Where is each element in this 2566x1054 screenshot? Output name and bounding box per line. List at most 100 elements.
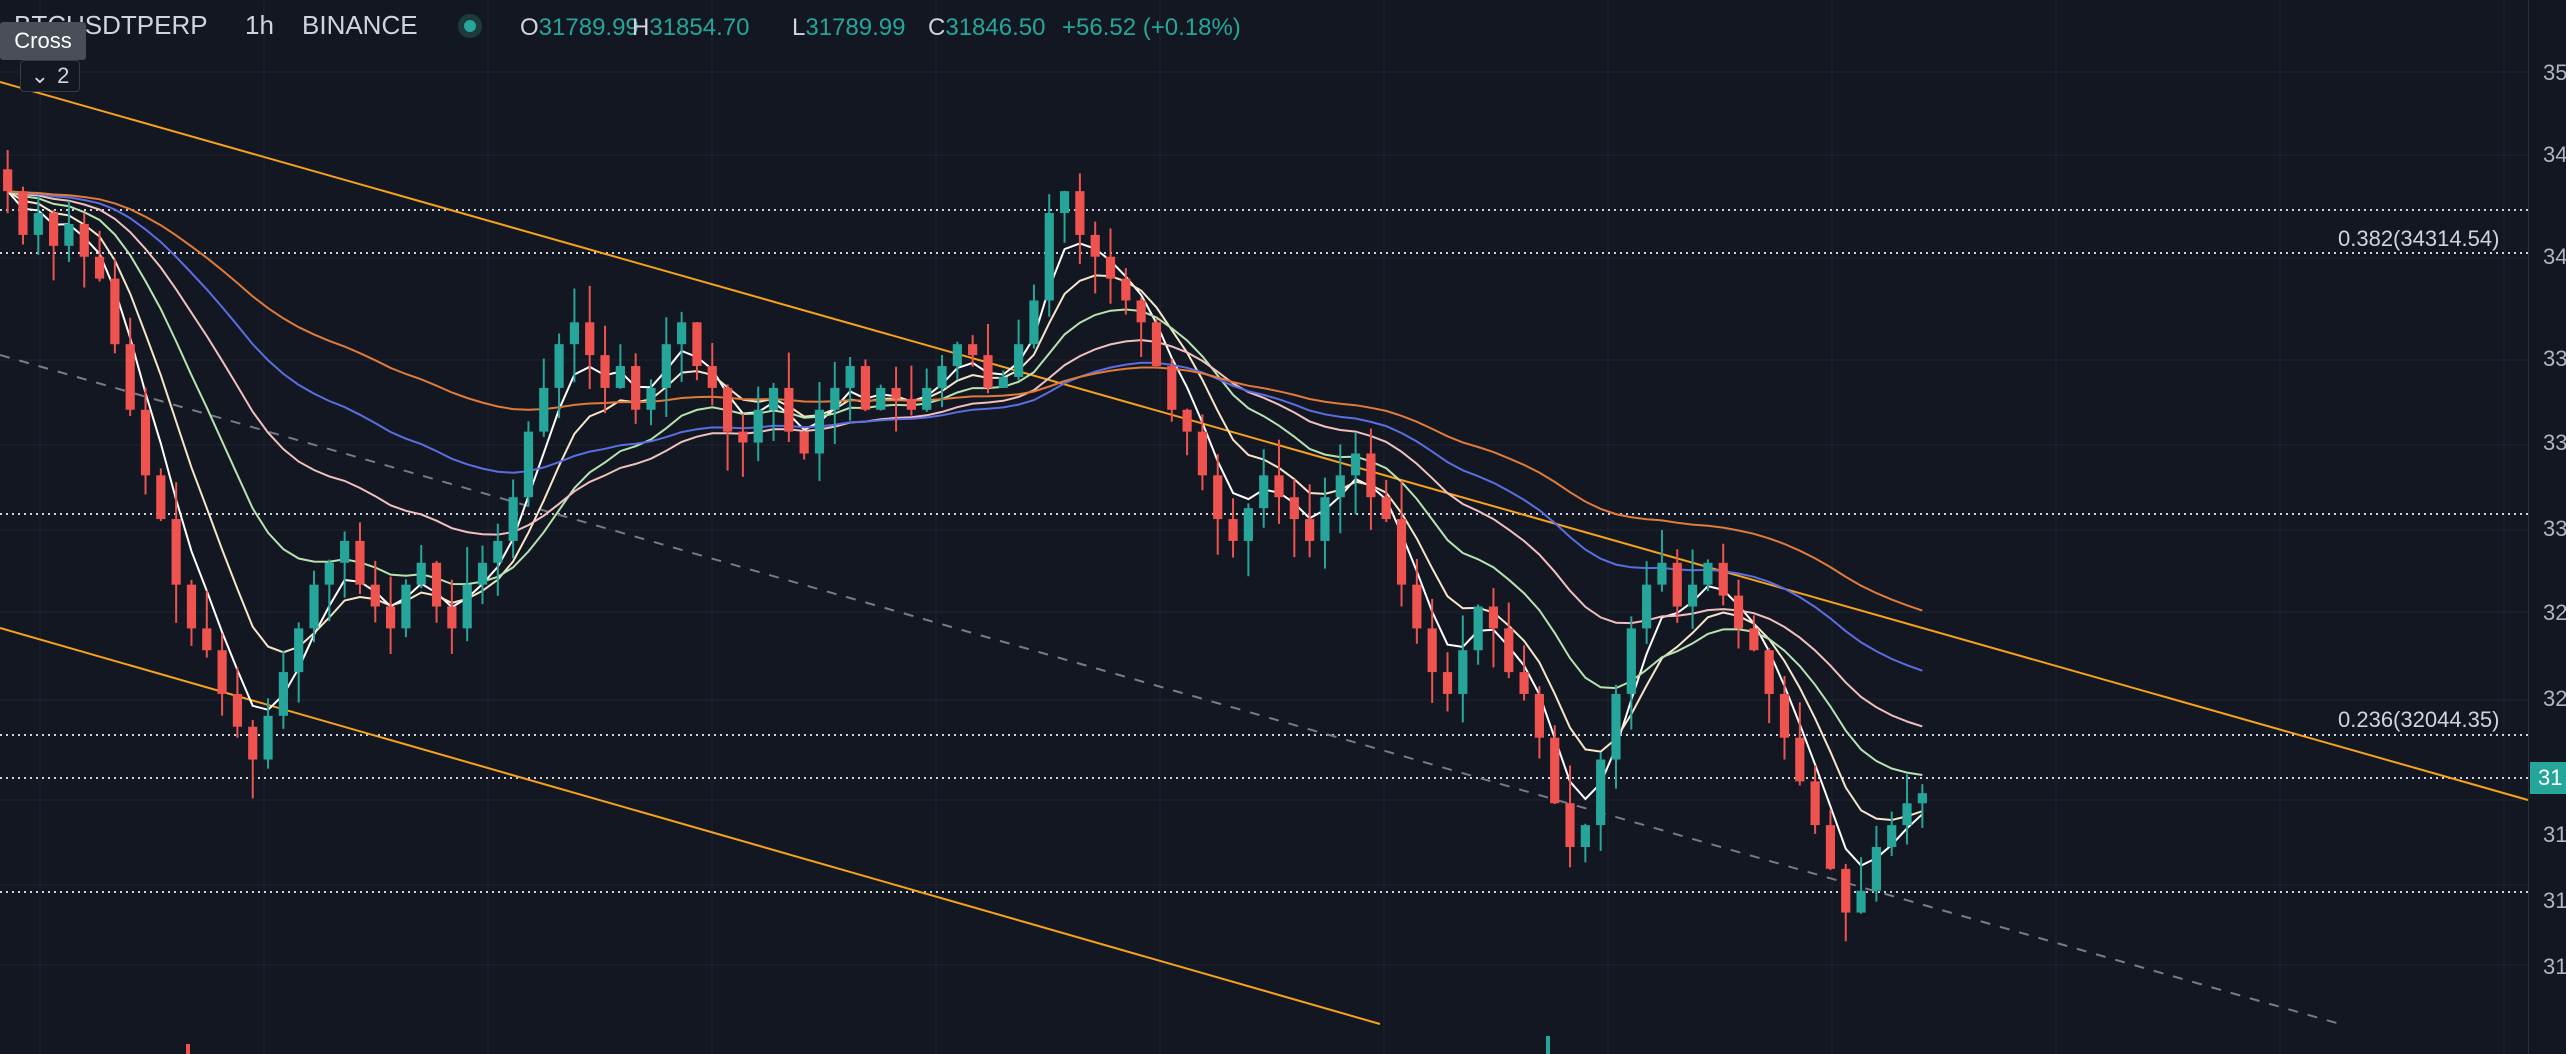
- candle-body: [186, 584, 197, 629]
- candle-body: [1305, 519, 1315, 541]
- candle-body: [784, 387, 794, 432]
- candle-body: [79, 223, 89, 257]
- candle-body: [294, 628, 304, 673]
- chart-header: BTCUSDTPERP 1h BINANCE O31789.99 H31854.…: [0, 0, 1400, 56]
- candle-body: [1075, 191, 1085, 235]
- candle-body: [722, 387, 733, 432]
- candle-body: [1703, 562, 1713, 585]
- candle-body: [431, 562, 442, 607]
- moving-average-line: [7, 190, 1923, 776]
- ohlc-high: H31854.70: [632, 14, 750, 41]
- candle-body: [340, 540, 350, 563]
- candle-body: [33, 213, 43, 235]
- candle-body: [1243, 508, 1253, 541]
- candle-body: [1504, 628, 1514, 673]
- chevron-down-icon: ⌄: [30, 63, 50, 88]
- candle-body: [1167, 366, 1177, 410]
- candle-body: [248, 726, 258, 760]
- candle-body: [1351, 453, 1361, 476]
- fib-level-label: 0.382(34314.54): [2338, 226, 2500, 251]
- cross-tooltip: Cross: [0, 22, 86, 60]
- candle-body: [1841, 868, 1851, 913]
- price-axis[interactable]: [2528, 0, 2566, 1054]
- candle-body: [1136, 300, 1146, 323]
- candle-body: [523, 431, 534, 498]
- candle-body: [554, 344, 564, 388]
- candle-body: [692, 322, 702, 367]
- candle-body: [355, 540, 365, 585]
- candle-body: [952, 344, 962, 367]
- ohlc-open: O31789.99: [520, 14, 639, 41]
- indicators-toggle-button[interactable]: ⌄ 2: [20, 60, 80, 92]
- candle-body: [585, 322, 595, 356]
- indicator-count: 2: [57, 63, 70, 88]
- candle-body: [125, 344, 135, 410]
- candle-body: [447, 606, 457, 629]
- candle-body: [906, 398, 916, 410]
- candle-body: [1274, 475, 1284, 498]
- candle-body: [1596, 759, 1606, 826]
- candles: [3, 150, 1927, 942]
- interval-label[interactable]: 1h: [245, 10, 274, 40]
- candle-body: [814, 409, 825, 454]
- candle-body: [3, 169, 13, 192]
- price-tick: 32: [2543, 600, 2566, 625]
- candle-body: [278, 672, 288, 716]
- candle-body: [830, 387, 840, 410]
- moving-average-line: [7, 190, 1923, 612]
- candle-body: [1626, 628, 1636, 694]
- candle-body: [1856, 890, 1866, 913]
- moving-average-line: [7, 190, 1923, 822]
- exchange-label: BINANCE: [302, 10, 418, 40]
- candle-body: [171, 519, 181, 585]
- candle-body: [1795, 737, 1805, 782]
- candle-body: [1029, 300, 1039, 345]
- candle-body: [1197, 431, 1208, 476]
- candle-body: [1044, 213, 1054, 301]
- moving-average-line: [7, 190, 1923, 728]
- candle-body: [1733, 595, 1744, 629]
- candle-body: [1289, 497, 1299, 520]
- candle-body: [1519, 672, 1529, 694]
- candle-body: [983, 355, 993, 388]
- candle-body: [1718, 562, 1728, 596]
- candle-body: [1121, 278, 1131, 301]
- candle-body: [998, 376, 1008, 388]
- candle-body: [768, 387, 779, 410]
- candle-body: [1213, 475, 1223, 520]
- candle-body: [646, 387, 656, 410]
- candle-body: [631, 366, 641, 410]
- candle-body: [1917, 793, 1927, 804]
- fib-level-label: 0.236(32044.35): [2338, 707, 2500, 732]
- candle-body: [110, 278, 120, 345]
- candle-body: [860, 366, 871, 410]
- candle-body: [922, 387, 932, 410]
- ohlc-low: L31789.99: [792, 14, 906, 41]
- candle-body: [1902, 803, 1912, 826]
- candle-body: [1014, 344, 1024, 377]
- candle-body: [324, 562, 334, 585]
- candle-body: [386, 606, 396, 629]
- trendlines: [0, 81, 2529, 1025]
- candle-body: [1534, 693, 1544, 738]
- candle-body: [1228, 519, 1238, 541]
- candle-body: [1412, 584, 1422, 629]
- price-tick: 35: [2543, 60, 2566, 85]
- moving-average-line: [7, 190, 1923, 672]
- candle-body: [1473, 606, 1483, 651]
- candle-body: [1810, 781, 1820, 826]
- candle-body: [968, 344, 978, 356]
- candle-body: [94, 256, 105, 279]
- ohlc-change: +56.52 (+0.18%): [1062, 14, 1241, 41]
- candle-body: [1442, 672, 1453, 694]
- price-tick: 33: [2543, 516, 2566, 541]
- price-tick: 31: [2543, 954, 2566, 979]
- price-tick: 31: [2543, 888, 2566, 913]
- trendline-mid-dashed: [0, 354, 2341, 1025]
- candle-body: [1642, 584, 1652, 629]
- volume-bar: [186, 1044, 190, 1054]
- volume-bar: [1546, 1036, 1550, 1054]
- candle-body: [707, 366, 717, 388]
- candle-body: [1396, 519, 1407, 585]
